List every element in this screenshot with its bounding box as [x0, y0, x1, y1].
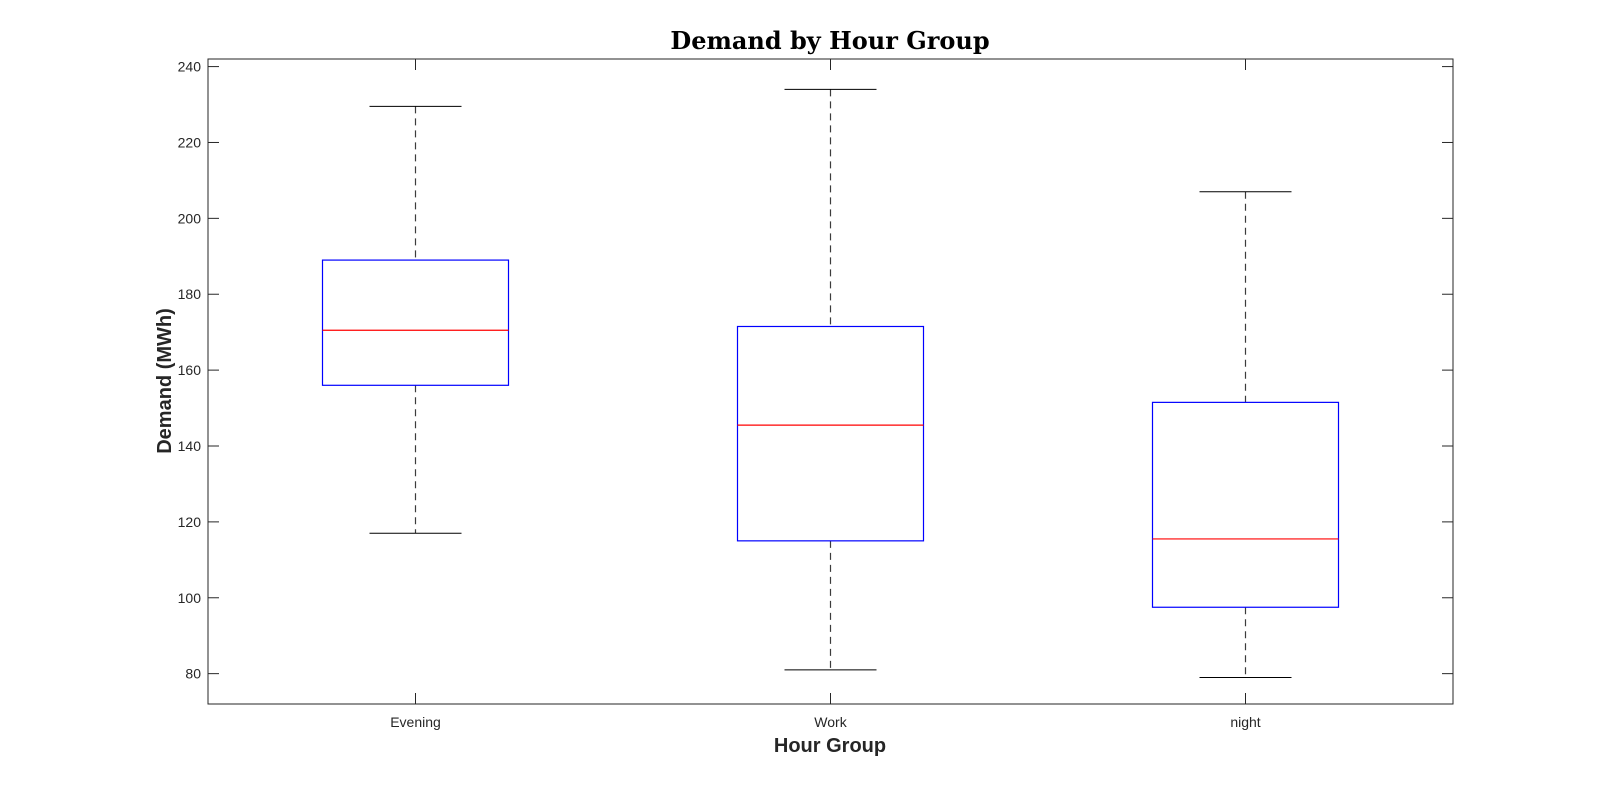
y-tick-label: 140: [178, 438, 202, 454]
x-tick-label: Work: [814, 714, 847, 730]
y-tick-label: 240: [178, 59, 202, 75]
boxes-group: [321, 88, 1340, 678]
box-work: [736, 88, 925, 671]
iqr-box: [1151, 401, 1340, 608]
y-tick-label: 120: [178, 514, 202, 530]
box-evening: [321, 105, 510, 534]
y-tick-label: 160: [178, 362, 202, 378]
x-tick-label: night: [1230, 714, 1260, 730]
y-axis: 80 100 120 140 160 180 200 220 240: [178, 59, 1453, 682]
x-axis: Evening Work night: [390, 59, 1261, 730]
y-tick-label: 100: [178, 590, 202, 606]
y-axis-label: Demand (MWh): [154, 308, 176, 454]
y-tick-label: 220: [178, 134, 202, 150]
chart-title: Demand by Hour Group: [670, 26, 989, 55]
x-axis-label: Hour Group: [774, 735, 886, 757]
y-tick-label: 80: [185, 666, 201, 682]
box-night: [1151, 191, 1340, 678]
iqr-box: [736, 325, 925, 542]
y-tick-label: 200: [178, 210, 202, 226]
iqr-box: [321, 259, 510, 386]
y-tick-label: 180: [178, 286, 202, 302]
x-tick-label: Evening: [390, 714, 441, 730]
